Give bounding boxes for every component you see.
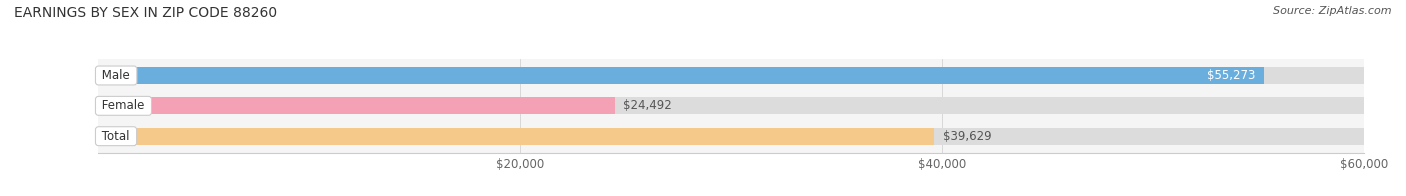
Bar: [98, 128, 934, 144]
Bar: [98, 97, 1364, 114]
Text: $24,492: $24,492: [623, 99, 672, 112]
Text: Male: Male: [98, 69, 134, 82]
Text: $39,629: $39,629: [942, 130, 991, 143]
Text: Female: Female: [98, 99, 149, 112]
Text: Source: ZipAtlas.com: Source: ZipAtlas.com: [1274, 6, 1392, 16]
Text: $55,273: $55,273: [1208, 69, 1256, 82]
Text: EARNINGS BY SEX IN ZIP CODE 88260: EARNINGS BY SEX IN ZIP CODE 88260: [14, 6, 277, 20]
Bar: [98, 97, 614, 114]
Bar: [98, 128, 1364, 144]
Bar: [98, 67, 1264, 84]
Text: Total: Total: [98, 130, 134, 143]
Bar: [98, 67, 1364, 84]
